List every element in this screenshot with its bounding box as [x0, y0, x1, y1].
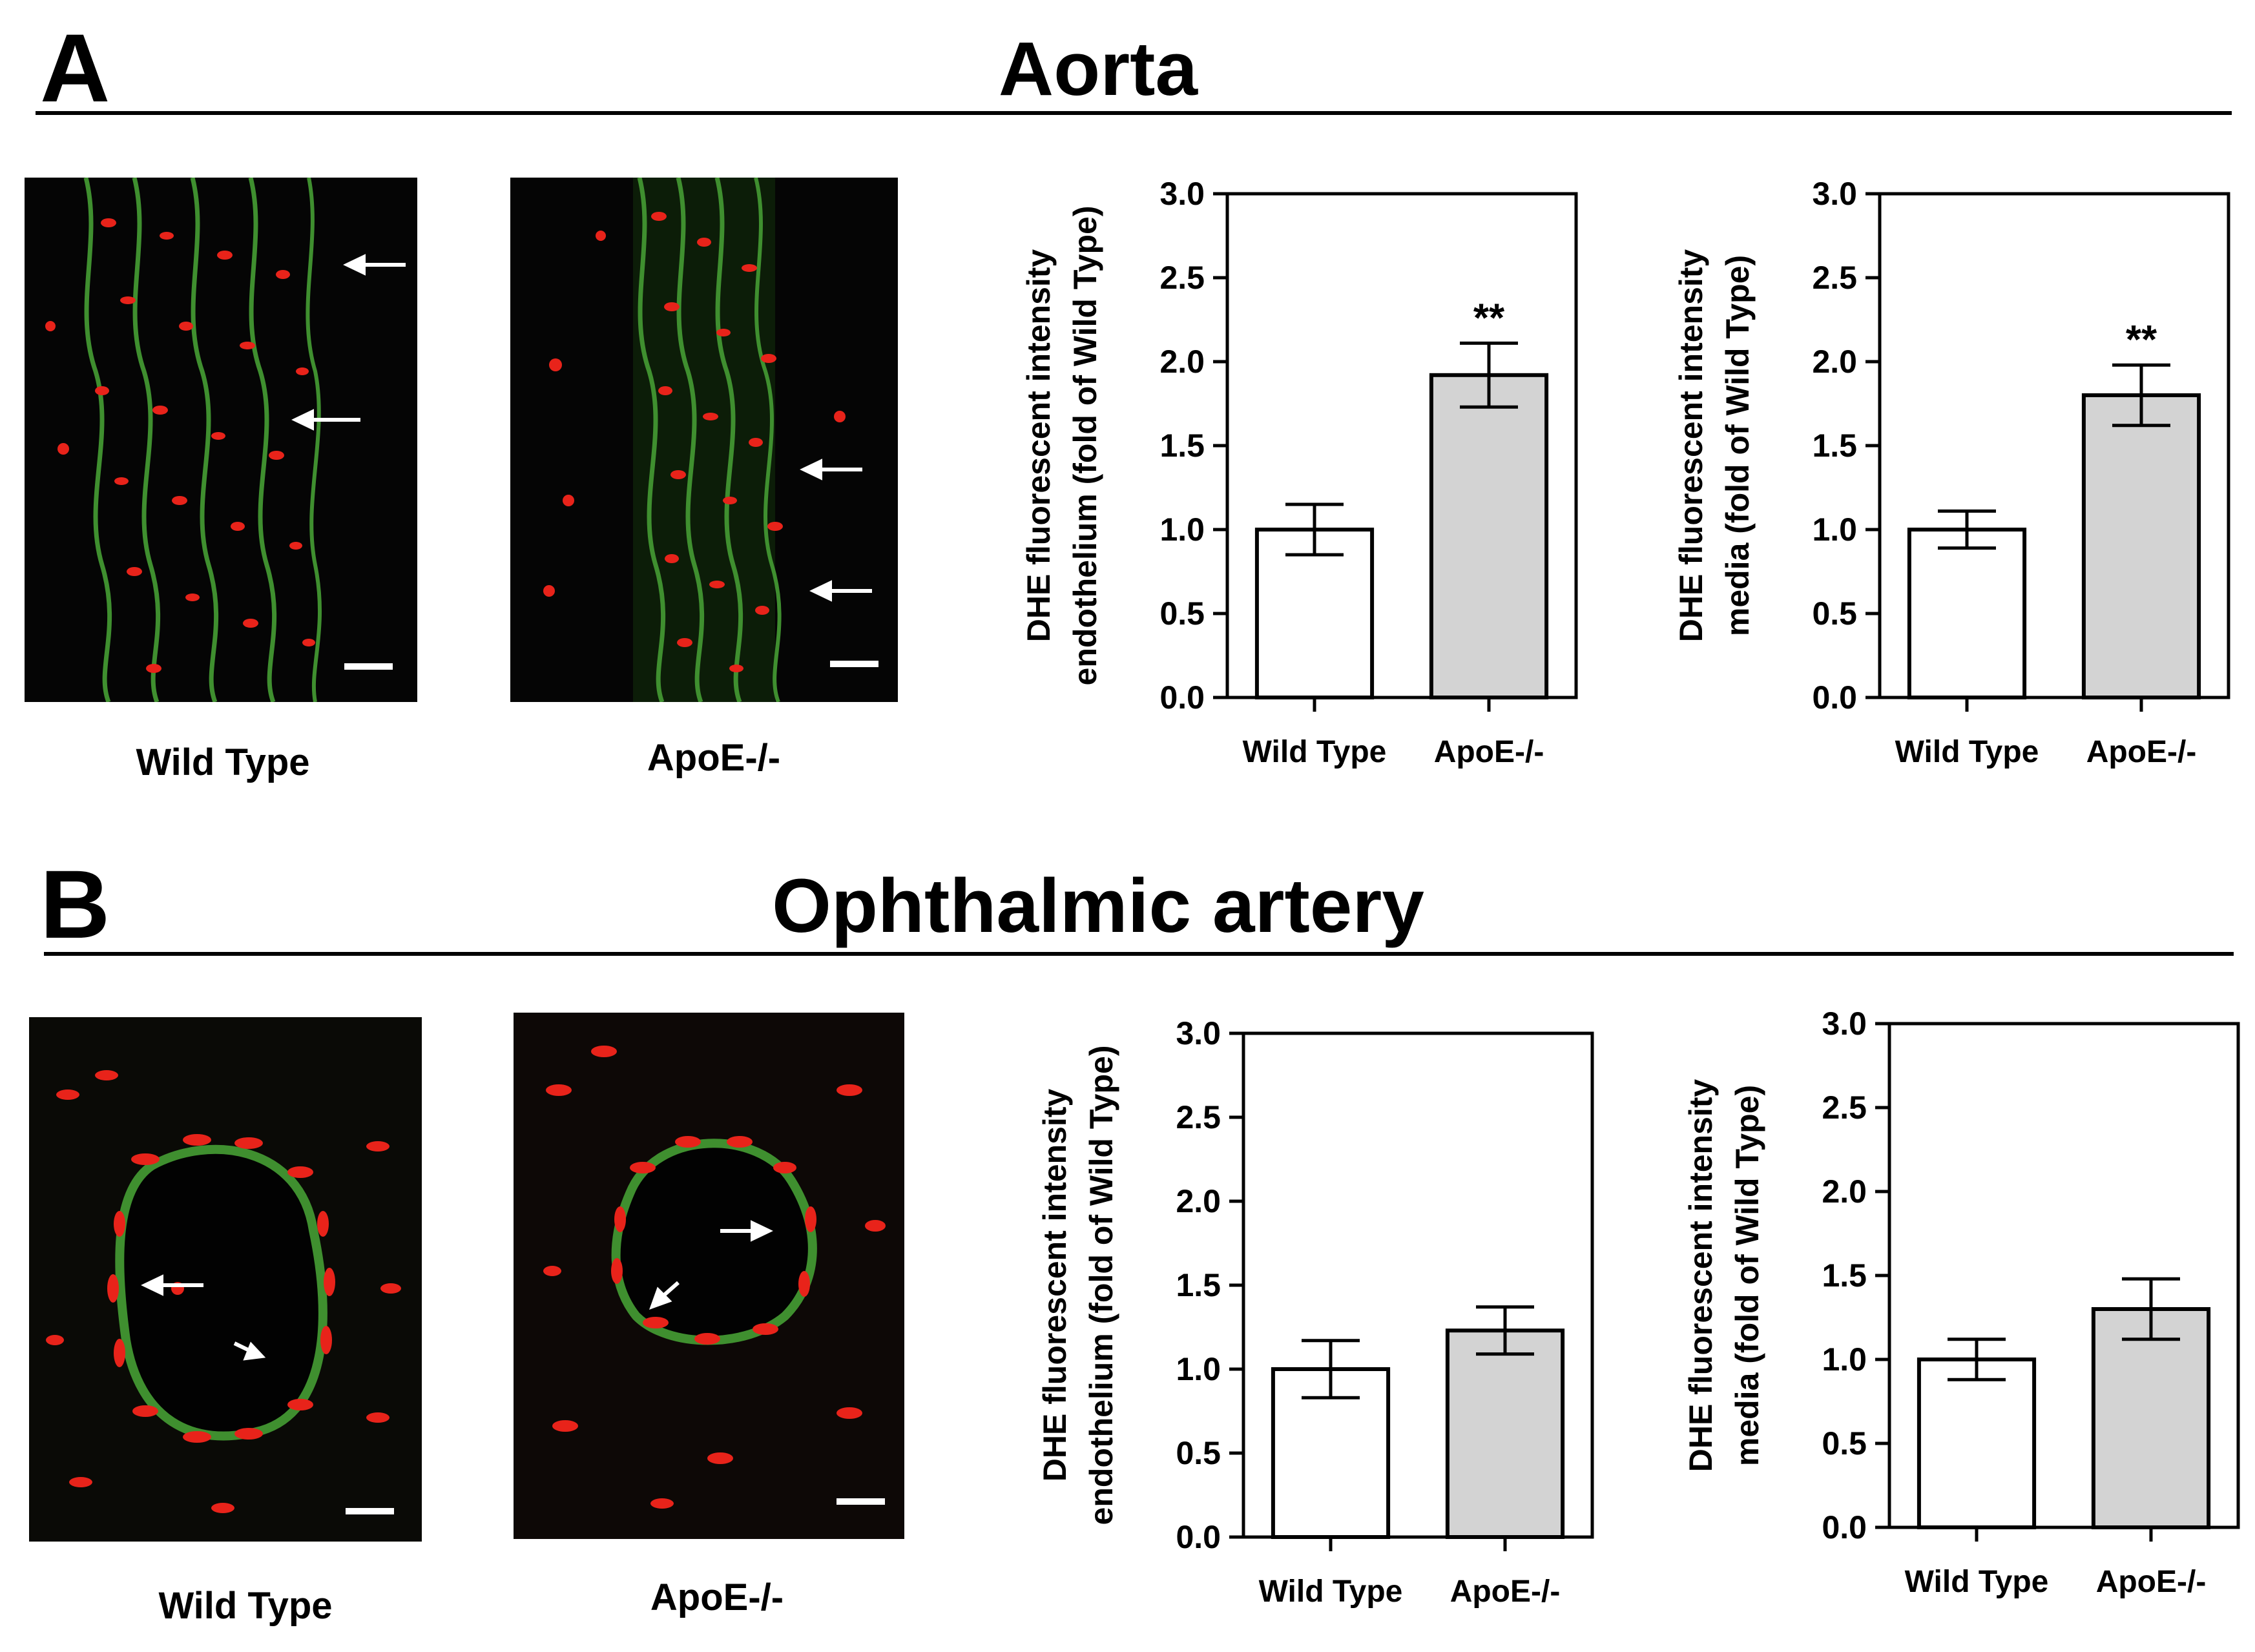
y-tick-label: 0.0 — [1822, 1509, 1867, 1545]
micrograph-aorta-wild-type — [25, 178, 417, 702]
y-tick-label: 1.0 — [1159, 511, 1205, 548]
y-axis-label: endothelium (fold of Wild Type) — [1067, 206, 1103, 686]
y-axis-label: DHE fluorescent intensity — [1021, 249, 1057, 643]
y-tick-label: 0.5 — [1812, 595, 1857, 632]
bar — [1445, 1328, 1565, 1539]
chart-svg: 0.0 0.5 1.0 1.5 2.0 2.5 3.0 DHE fluorescent int… — [1683, 1006, 2240, 1599]
y-tick-label: 0.0 — [1812, 679, 1857, 716]
section-title-aorta: Aorta — [998, 26, 1198, 112]
x-tick-label: ApoE-/- — [1450, 1575, 1561, 1609]
y-axis-label: DHE fluorescent intensity — [1673, 249, 1709, 643]
y-axis-label: media (fold of Wild Type) — [1720, 255, 1756, 636]
y-tick-label: 0.5 — [1176, 1435, 1221, 1471]
y-tick-label: 1.0 — [1176, 1351, 1221, 1387]
image-label-ophthalmic-wild-type: Wild Type — [158, 1585, 333, 1627]
x-tick-label: Wild Type — [1243, 735, 1387, 769]
y-tick-label: 1.5 — [1176, 1267, 1221, 1303]
chart-svg: 0.0 0.5 1.0 1.5 2.0 2.5 3.0 DHE fluorescent int… — [1021, 176, 1578, 769]
y-tick-label: 3.0 — [1159, 176, 1205, 212]
section-divider-b — [44, 952, 2234, 956]
y-tick-label: 0.0 — [1159, 679, 1205, 716]
y-tick-label: 2.5 — [1176, 1099, 1221, 1135]
y-tick-label: 1.0 — [1822, 1341, 1867, 1378]
chart-aorta-media: 0.0 0.5 1.0 1.5 2.0 2.5 3.0 DHE fluorescent int… — [1634, 116, 2241, 794]
y-tick-label: 2.0 — [1822, 1173, 1867, 1210]
panel-letter-b: B — [40, 850, 110, 958]
micrograph-ophthalmic-wild-type — [29, 1017, 422, 1542]
chart-svg: 0.0 0.5 1.0 1.5 2.0 2.5 3.0 DHE fluorescent int… — [1037, 1015, 1594, 1609]
y-tick-label: 1.5 — [1159, 428, 1205, 464]
x-tick-label: ApoE-/- — [2086, 735, 2197, 769]
significance-marker: ** — [1473, 296, 1505, 340]
y-tick-label: 2.0 — [1159, 344, 1205, 380]
y-tick-label: 3.0 — [1176, 1015, 1221, 1051]
chart-svg: 0.0 0.5 1.0 1.5 2.0 2.5 3.0 DHE fluorescent int… — [1673, 176, 2230, 769]
y-tick-label: 3.0 — [1822, 1006, 1867, 1042]
section-divider-a — [36, 111, 2232, 115]
y-axis-label: endothelium (fold of Wild Type) — [1083, 1046, 1119, 1525]
image-label-aorta-apoe: ApoE-/- — [647, 737, 781, 779]
chart-ophthalmic-endothelium: 0.0 0.5 1.0 1.5 2.0 2.5 3.0 DHE fluorescent int… — [998, 956, 1605, 1634]
y-tick-label: 0.5 — [1822, 1425, 1867, 1461]
y-tick-label: 0.0 — [1176, 1519, 1221, 1555]
x-tick-label: ApoE-/- — [1434, 735, 1544, 769]
chart-ophthalmic-media: 0.0 0.5 1.0 1.5 2.0 2.5 3.0 DHE fluorescent int… — [1644, 946, 2251, 1624]
bar — [1907, 528, 2027, 699]
y-axis-label: DHE fluorescent intensity — [1683, 1079, 1719, 1472]
bar — [2091, 1307, 2211, 1529]
bar — [2081, 393, 2201, 699]
significance-marker: ** — [2126, 318, 2157, 362]
y-axis-label: DHE fluorescent intensity — [1037, 1089, 1073, 1482]
y-tick-label: 3.0 — [1812, 176, 1857, 212]
image-label-aorta-wild-type: Wild Type — [136, 741, 310, 783]
bar — [1917, 1358, 2037, 1529]
section-title-ophthalmic-artery: Ophthalmic artery — [772, 863, 1424, 949]
chart-aorta-endothelium: 0.0 0.5 1.0 1.5 2.0 2.5 3.0 DHE fluorescent int… — [982, 116, 1589, 794]
bar — [1429, 373, 1549, 699]
x-tick-label: Wild Type — [1259, 1575, 1403, 1609]
image-label-ophthalmic-apoe: ApoE-/- — [650, 1576, 784, 1618]
panel-letter-a: A — [40, 14, 110, 122]
y-tick-label: 1.5 — [1812, 428, 1857, 464]
y-tick-label: 1.5 — [1822, 1257, 1867, 1294]
micrograph-aorta-apoe — [510, 178, 898, 702]
x-tick-label: Wild Type — [1905, 1565, 2049, 1599]
y-tick-label: 2.5 — [1822, 1089, 1867, 1126]
x-tick-label: Wild Type — [1895, 735, 2039, 769]
y-axis-label: media (fold of Wild Type) — [1729, 1085, 1765, 1466]
y-tick-label: 2.5 — [1159, 260, 1205, 296]
micrograph-ophthalmic-apoe — [514, 1013, 904, 1539]
y-tick-label: 2.5 — [1812, 260, 1857, 296]
y-tick-label: 1.0 — [1812, 511, 1857, 548]
y-tick-label: 2.0 — [1812, 344, 1857, 380]
y-tick-label: 0.5 — [1159, 595, 1205, 632]
y-tick-label: 2.0 — [1176, 1183, 1221, 1219]
x-tick-label: ApoE-/- — [2096, 1565, 2207, 1599]
